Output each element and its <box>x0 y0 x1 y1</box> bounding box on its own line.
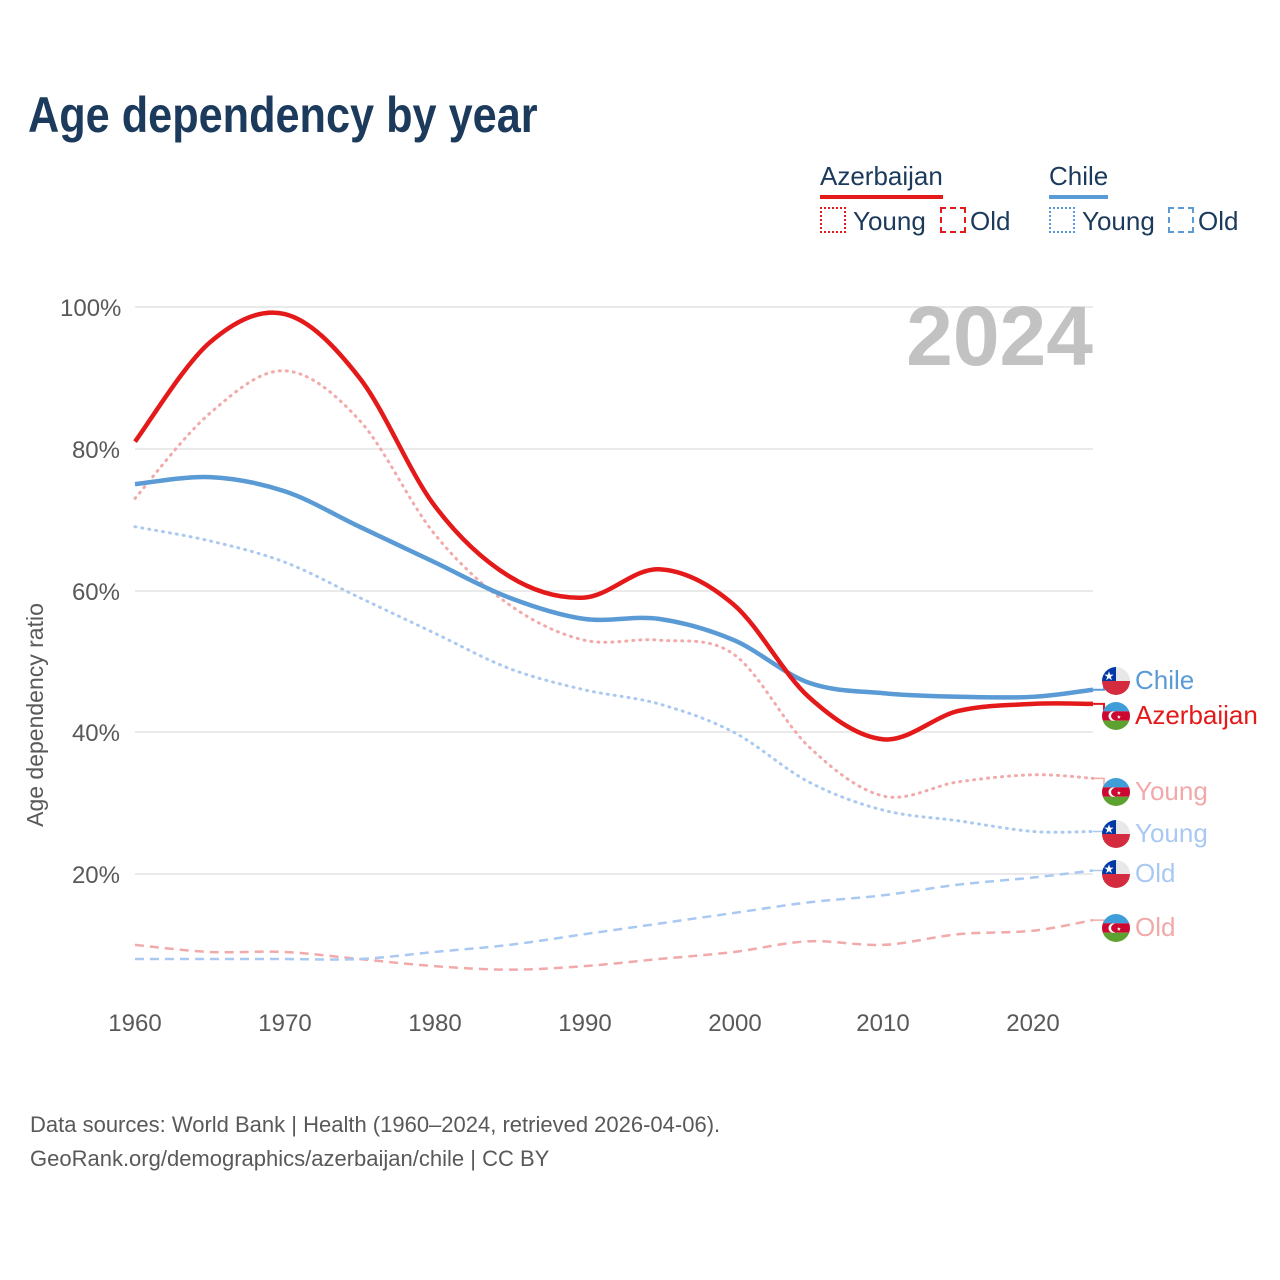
svg-text:Young: Young <box>1135 818 1208 848</box>
svg-text:Old: Old <box>1135 912 1175 942</box>
svg-text:2024: 2024 <box>906 289 1093 383</box>
svg-text:Young: Young <box>1135 776 1208 806</box>
svg-text:Old: Old <box>1135 858 1175 888</box>
svg-text:Chile: Chile <box>1135 665 1194 695</box>
svg-text:Azerbaijan: Azerbaijan <box>1135 700 1258 730</box>
